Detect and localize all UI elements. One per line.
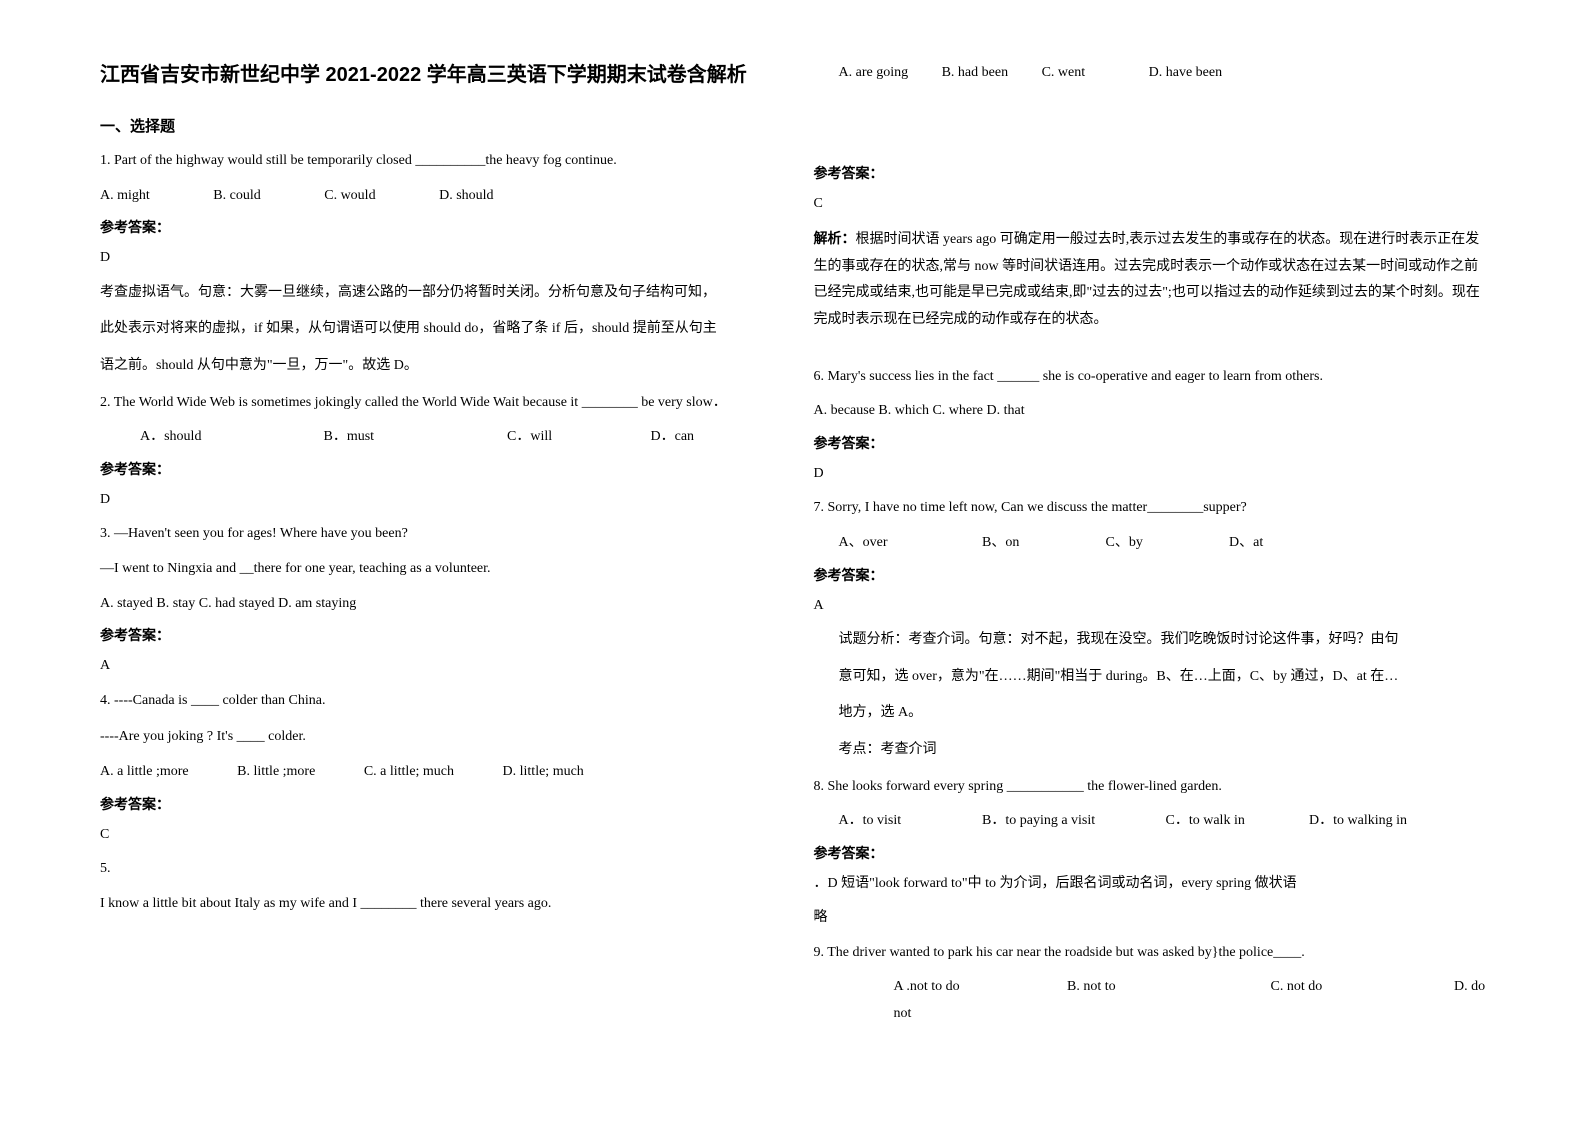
question-3-options: A. stayed B. stay C. had stayed D. am st… <box>100 591 774 618</box>
q1-explain-2: 此处表示对将来的虚拟，if 如果，从句谓语可以使用 should do，省略了条… <box>100 316 774 343</box>
q5-explain: 解析：根据时间状语 years ago 可确定用一般过去时,表示过去发生的事或存… <box>814 225 1488 333</box>
q4-answer: C <box>100 822 774 849</box>
q8-answer: ．D 短语"look forward to"中 to 为介词，后跟名词或动名词，… <box>814 871 1488 898</box>
q7-answer: A <box>814 593 1488 620</box>
q5-opt-b: B. had been <box>942 60 1008 87</box>
question-4-text2: ----Are you joking ? It's ____ colder. <box>100 724 774 751</box>
question-3-text2: —I went to Ningxia and __there for one y… <box>100 556 774 583</box>
question-8-options: A．to visit B．to paying a visit C．to walk… <box>814 808 1488 835</box>
q5-answer-label: 参考答案： <box>814 163 1488 183</box>
q9-opt-a: A .not to do <box>894 974 1064 1001</box>
q2-answer: D <box>100 487 774 514</box>
q1-answer-label: 参考答案： <box>100 217 774 237</box>
question-4-options: A. a little ;more B. little ;more C. a l… <box>100 759 774 786</box>
q2-opt-a: A．should <box>140 424 320 451</box>
question-7-options: A、over B、on C、by D、at <box>814 530 1488 557</box>
question-1-text: 1. Part of the highway would still be te… <box>100 148 774 175</box>
q7-explain-4: 考点：考查介词 <box>814 737 1488 764</box>
q5-explain-text: 根据时间状语 years ago 可确定用一般过去时,表示过去发生的事或存在的状… <box>814 232 1480 327</box>
q6-answer: D <box>814 461 1488 488</box>
question-2-text: 2. The World Wide Web is sometimes jokin… <box>100 390 774 417</box>
q2-answer-label: 参考答案： <box>100 459 774 479</box>
q7-answer-label: 参考答案： <box>814 565 1488 585</box>
question-7-text: 7. Sorry, I have no time left now, Can w… <box>814 495 1488 522</box>
q9-opt-c: C. not do <box>1271 974 1451 1001</box>
q1-opt-b: B. could <box>213 183 260 210</box>
q5-opt-d: D. have been <box>1149 60 1222 87</box>
question-1-options: A. might B. could C. would D. should <box>100 183 774 210</box>
q1-answer: D <box>100 245 774 272</box>
question-5-num: 5. <box>100 856 774 883</box>
question-8-text: 8. She looks forward every spring ______… <box>814 774 1488 801</box>
q8-opt-a: A．to visit <box>839 808 979 835</box>
question-2-options: A．should B．must C．will D．can <box>100 424 774 451</box>
q7-opt-b: B、on <box>982 530 1102 557</box>
question-6-options: A. because B. which C. where D. that <box>814 398 1488 425</box>
q2-opt-c: C．will <box>507 424 647 451</box>
q8-opt-c: C．to walk in <box>1166 808 1306 835</box>
q1-opt-c: C. would <box>324 183 375 210</box>
q8-opt-b: B．to paying a visit <box>982 808 1162 835</box>
q3-answer-label: 参考答案： <box>100 625 774 645</box>
right-column: A. are going B. had been C. went D. have… <box>794 60 1508 1062</box>
document-title: 江西省吉安市新世纪中学 2021-2022 学年高三英语下学期期末试卷含解析 <box>100 60 774 90</box>
q7-opt-a: A、over <box>839 530 979 557</box>
question-9-options: A .not to do B. not to C. not do D. do n… <box>814 974 1488 1027</box>
q4-opt-d: D. little; much <box>503 759 584 786</box>
question-4-text1: 4. ----Canada is ____ colder than China. <box>100 688 774 715</box>
question-5-options: A. are going B. had been C. went D. have… <box>814 60 1488 87</box>
q4-opt-c: C. a little; much <box>364 759 454 786</box>
section-header: 一、选择题 <box>100 115 774 136</box>
question-6-text: 6. Mary's success lies in the fact _____… <box>814 364 1488 391</box>
q5-explain-label: 解析： <box>814 230 856 246</box>
q4-opt-b: B. little ;more <box>237 759 315 786</box>
q7-explain-2: 意可知，选 over，意为"在……期间"相当于 during。B、在…上面，C、… <box>814 664 1488 691</box>
question-5-text: I know a little bit about Italy as my wi… <box>100 891 774 918</box>
q3-answer: A <box>100 653 774 680</box>
q5-opt-a: A. are going <box>839 60 909 87</box>
q8-answer-label: 参考答案： <box>814 843 1488 863</box>
q1-explain-3: 语之前。should 从句中意为"一旦，万一"。故选 D。 <box>100 353 774 380</box>
q7-opt-d: D、at <box>1229 535 1263 550</box>
q1-opt-d: D. should <box>439 183 493 210</box>
q5-answer: C <box>814 191 1488 218</box>
q2-opt-b: B．must <box>324 424 504 451</box>
q7-opt-c: C、by <box>1106 530 1226 557</box>
q1-opt-a: A. might <box>100 183 150 210</box>
q7-explain-3: 地方，选 A。 <box>814 700 1488 727</box>
question-9-text: 9. The driver wanted to park his car nea… <box>814 940 1488 967</box>
q4-opt-a: A. a little ;more <box>100 759 189 786</box>
q4-answer-label: 参考答案： <box>100 794 774 814</box>
q9-opt-b: B. not to <box>1067 974 1267 1001</box>
question-3-text1: 3. —Haven't seen you for ages! Where hav… <box>100 521 774 548</box>
q2-opt-d: D．can <box>651 429 695 444</box>
q8-opt-d: D．to walking in <box>1309 813 1407 828</box>
q8-extra: 略 <box>814 905 1488 932</box>
q1-explain-1: 考查虚拟语气。句意：大雾一旦继续，高速公路的一部分仍将暂时关闭。分析句意及句子结… <box>100 280 774 307</box>
q5-opt-c: C. went <box>1042 60 1086 87</box>
q6-answer-label: 参考答案： <box>814 433 1488 453</box>
q7-explain-1: 试题分析：考查介词。句意：对不起，我现在没空。我们吃晚饭时讨论这件事，好吗？由句 <box>814 627 1488 654</box>
left-column: 江西省吉安市新世纪中学 2021-2022 学年高三英语下学期期末试卷含解析 一… <box>80 60 794 1062</box>
